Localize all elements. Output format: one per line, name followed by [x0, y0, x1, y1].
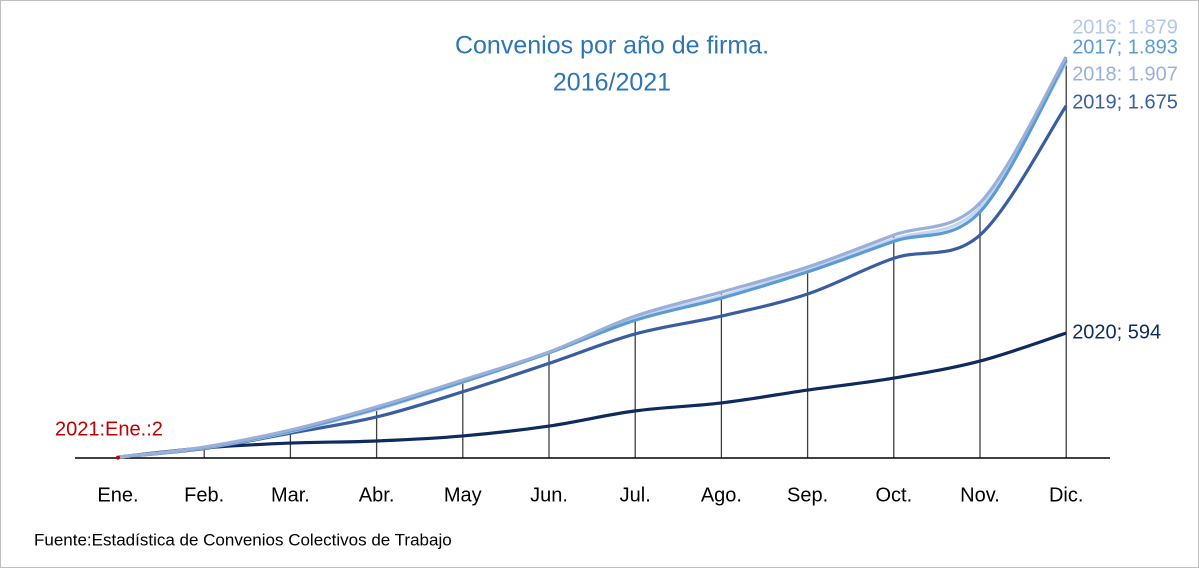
data-label: 2017; 1.893 [1072, 36, 1178, 58]
data-label: 2019; 1.675 [1072, 91, 1178, 113]
x-tick-label: Ene. [97, 484, 138, 506]
x-tick-label: Dic. [1049, 484, 1083, 506]
chart-title: Convenios por año de firma. [455, 32, 769, 60]
series-point [116, 455, 120, 460]
x-tick-label: Ago. [701, 484, 742, 506]
x-tick-label: Sep. [787, 484, 828, 506]
x-tick-label: Abr. [359, 484, 395, 506]
data-label: 2016: 1.879 [1072, 16, 1178, 38]
data-label: 2018: 1.907 [1072, 63, 1178, 85]
series-line [117, 331, 1067, 459]
data-label: 2021:Ene.:2 [55, 418, 163, 440]
x-tick-label: Jun. [530, 484, 568, 506]
series-line [117, 56, 1068, 459]
x-tick-label: Feb. [184, 484, 224, 506]
x-tick-label: Mar. [271, 484, 310, 506]
x-tick-label: Jul. [620, 484, 651, 506]
data-label: 2020; 594 [1072, 321, 1161, 343]
x-tick-label: May [444, 484, 482, 506]
x-tick-label: Nov. [960, 484, 1000, 506]
source-note: Fuente:Estadística de Convenios Colectiv… [34, 530, 452, 549]
chart-subtitle: 2016/2021 [553, 69, 671, 97]
x-tick-label: Oct. [875, 484, 912, 506]
